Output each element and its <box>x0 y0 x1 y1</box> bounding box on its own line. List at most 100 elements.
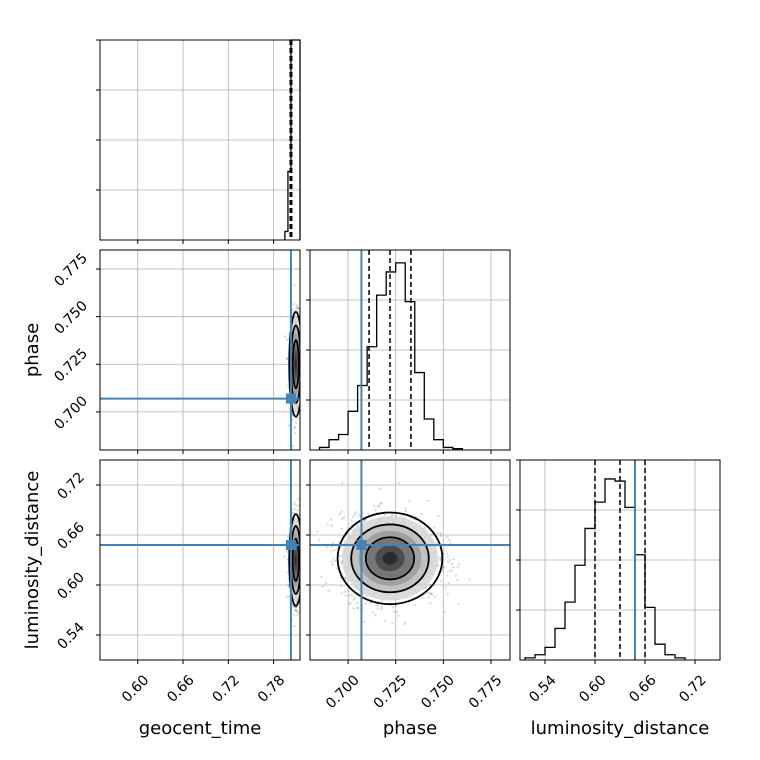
distance-phase-sample-point <box>436 531 439 535</box>
distance-phase-sample-point <box>351 529 354 532</box>
distance-phase-sample-point <box>376 607 379 610</box>
distance-phase-sample-point <box>454 574 458 577</box>
distance-vs-geocent-time-panel: 0.60 0.66 0.72 0.78 0.54 0.60 0.66 0.72 <box>54 459 305 706</box>
distance-phase-sample-point <box>438 556 442 559</box>
distance-time-sample-point <box>300 554 302 556</box>
distance-time-density-level <box>294 553 297 567</box>
distance-phase-sample-point <box>446 574 449 577</box>
distance-time-sample-point <box>287 583 290 587</box>
phase-time-sample-point <box>294 431 297 435</box>
distance-phase-sample-point <box>433 526 436 529</box>
distance-phase-truth-marker <box>356 540 367 550</box>
distance-time-sample-point <box>296 613 299 617</box>
distance-phase-sample-point <box>404 621 407 624</box>
distance-phase-sample-point <box>381 600 384 603</box>
distance-phase-sample-point <box>356 606 359 610</box>
phase-time-sample-point <box>291 444 294 448</box>
distance-time-x-tick-label: 0.66 <box>164 672 197 705</box>
phase-time-sample-point <box>284 335 287 338</box>
distance-phase-sample-point <box>340 591 343 595</box>
distance-phase-x-tick-label: 0.775 <box>466 672 506 712</box>
distance-phase-sample-point <box>341 482 344 485</box>
distance-phase-sample-point <box>392 610 396 613</box>
distance-time-x-tick-label: 0.78 <box>255 672 288 705</box>
phase-time-sample-point <box>292 308 295 312</box>
distance-phase-sample-point <box>456 578 459 582</box>
distance-phase-density-layer <box>307 481 471 626</box>
distance-phase-sample-point <box>452 557 455 561</box>
distance-phase-sample-point <box>330 560 333 564</box>
distance-phase-x-tick-label: 0.700 <box>323 672 363 712</box>
phase-time-sample-point <box>302 347 304 349</box>
distance-phase-sample-point <box>362 520 366 523</box>
distance-phase-sample-point <box>446 592 449 596</box>
distance-phase-sample-point <box>456 602 460 606</box>
distance-histogram-panel: 0.54 0.60 0.66 0.72 <box>516 459 721 706</box>
distance-phase-sample-point <box>442 566 446 569</box>
distance-time-sample-point <box>286 571 290 574</box>
phase-time-sample-point <box>292 302 296 306</box>
distance-phase-sample-point <box>307 513 309 515</box>
distance-phase-sample-point <box>428 584 432 587</box>
distance-phase-sample-point <box>437 514 440 518</box>
phase-time-sample-point <box>297 310 300 313</box>
distance-phase-sample-point <box>376 504 380 508</box>
phase-time-sample-point <box>303 411 305 413</box>
distance-phase-sample-point <box>439 579 443 583</box>
phase-time-sample-point <box>297 307 300 310</box>
phase-time-sample-point <box>301 377 303 379</box>
distance-phase-sample-point <box>343 576 346 580</box>
distance-phase-sample-point <box>343 590 347 593</box>
distance-phase-sample-point <box>324 581 328 585</box>
phase-vs-geocent-time-frame <box>99 249 301 451</box>
distance-phase-sample-point <box>344 576 348 580</box>
distance-phase-sample-point <box>404 509 408 513</box>
distance-hist-x-tick-label: 0.60 <box>576 672 609 705</box>
distance-phase-sample-point <box>391 621 394 625</box>
distance-phase-sample-point <box>374 614 377 617</box>
distance-time-sample-point <box>301 551 303 553</box>
distance-phase-sample-point <box>326 523 329 526</box>
distance-time-sample-point <box>302 566 304 568</box>
distance-phase-x-tick-label: 0.750 <box>418 672 458 712</box>
distance-phase-sample-point <box>408 499 411 503</box>
phase-time-sample-point <box>303 370 305 372</box>
distance-phase-sample-point <box>369 602 372 605</box>
distance-time-sample-point <box>293 613 296 617</box>
distance-time-sample-point <box>295 609 298 612</box>
distance-time-sample-point <box>302 551 304 553</box>
phase-time-sample-point <box>296 305 299 308</box>
distance-histogram-line <box>524 478 686 660</box>
distance-phase-sample-point <box>404 506 407 510</box>
distance-time-y-tick-label: 0.66 <box>54 519 87 552</box>
distance-time-sample-point <box>295 504 298 507</box>
distance-time-sample-point <box>294 608 297 612</box>
distance-phase-sample-point <box>350 519 353 522</box>
phase-histogram-panel <box>306 249 511 454</box>
distance-time-sample-point <box>302 557 304 559</box>
distance-time-sample-point <box>301 541 303 543</box>
distance-time-sample-point <box>303 565 305 567</box>
distance-phase-sample-point <box>446 555 450 558</box>
distance-phase-sample-point <box>342 515 346 519</box>
distance-time-sample-point <box>302 579 304 581</box>
phase-time-sample-point <box>296 416 299 420</box>
distance-time-sample-point <box>293 503 296 507</box>
distance-phase-sample-point <box>348 594 351 597</box>
distance-phase-sample-point <box>329 518 333 521</box>
distance-time-sample-point <box>300 535 302 537</box>
distance-phase-sample-point <box>344 594 347 597</box>
distance-phase-sample-point <box>352 607 355 610</box>
distance-phase-sample-point <box>333 549 336 552</box>
distance-phase-sample-point <box>372 504 376 508</box>
distance-phase-sample-point <box>340 545 343 549</box>
distance-time-y-tick-label: 0.72 <box>54 469 87 502</box>
phase-time-contour <box>288 311 300 418</box>
distance-phase-sample-point <box>450 569 454 572</box>
distance-phase-sample-point <box>352 515 355 518</box>
distance-time-sample-point <box>302 563 304 565</box>
phase-time-sample-point <box>294 308 297 312</box>
distance-phase-sample-point <box>430 592 433 595</box>
y-axis-label-luminosity-distance: luminosity_distance <box>22 471 43 650</box>
distance-time-x-tick-label: 0.60 <box>119 672 152 705</box>
